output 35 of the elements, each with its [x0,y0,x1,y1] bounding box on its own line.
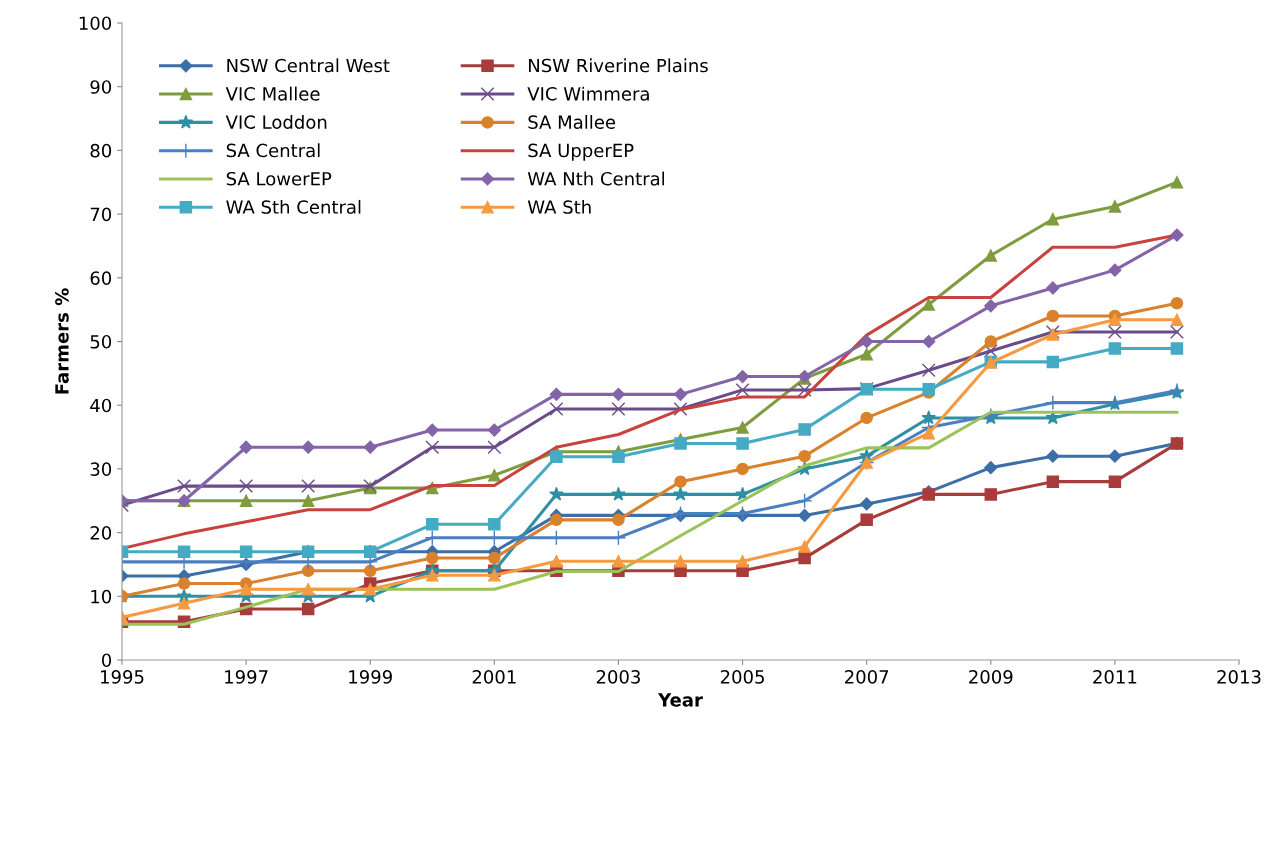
x-tick-label: 2007 [845,670,889,684]
x-axis-title: Year [657,693,703,707]
legend-label: VIC Loddon [225,114,327,129]
legend-label: VIC Mallee [225,86,320,101]
y-tick-label: 90 [90,80,112,94]
y-tick-label: 40 [90,398,112,413]
x-tick-label: 2011 [1093,670,1137,684]
legend-label: WA Nth Central [527,171,665,186]
legend-label: NSW Central West [227,58,390,73]
x-tick-label: 1999 [349,670,392,684]
legend-label: SA LowerEP [226,171,332,186]
x-tick-label: 2003 [596,670,640,684]
x-tick-label: 2005 [720,670,764,684]
legend-label: SA Central [226,143,320,158]
legend-label: SA UpperEP [528,143,634,161]
x-tick-label: 1997 [225,670,268,684]
x-tick-label: 2013 [1217,670,1261,684]
y-tick-label: 20 [90,526,112,540]
y-tick-label: 70 [90,207,112,222]
x-tick-label: 1995 [101,670,144,684]
x-tick-label: 2009 [969,670,1013,684]
y-axis-title: Farmers % [55,288,69,394]
y-tick-label: 10 [91,589,112,604]
legend-label: WA Sth Central [226,199,361,214]
legend-label: WA Sth [527,199,591,214]
y-tick-label: 80 [90,143,112,158]
x-tick-label: 2001 [472,670,516,684]
y-tick-label: 30 [90,462,112,477]
legend-label: NSW Riverine Plains [529,58,708,73]
y-tick-label: 0 [101,653,112,668]
legend-label: SA Mallee [528,114,616,129]
legend-label: VIC Wimmera [527,86,649,101]
y-tick-label: 100 [79,16,112,31]
y-tick-label: 60 [90,271,112,285]
y-tick-label: 50 [90,334,112,349]
